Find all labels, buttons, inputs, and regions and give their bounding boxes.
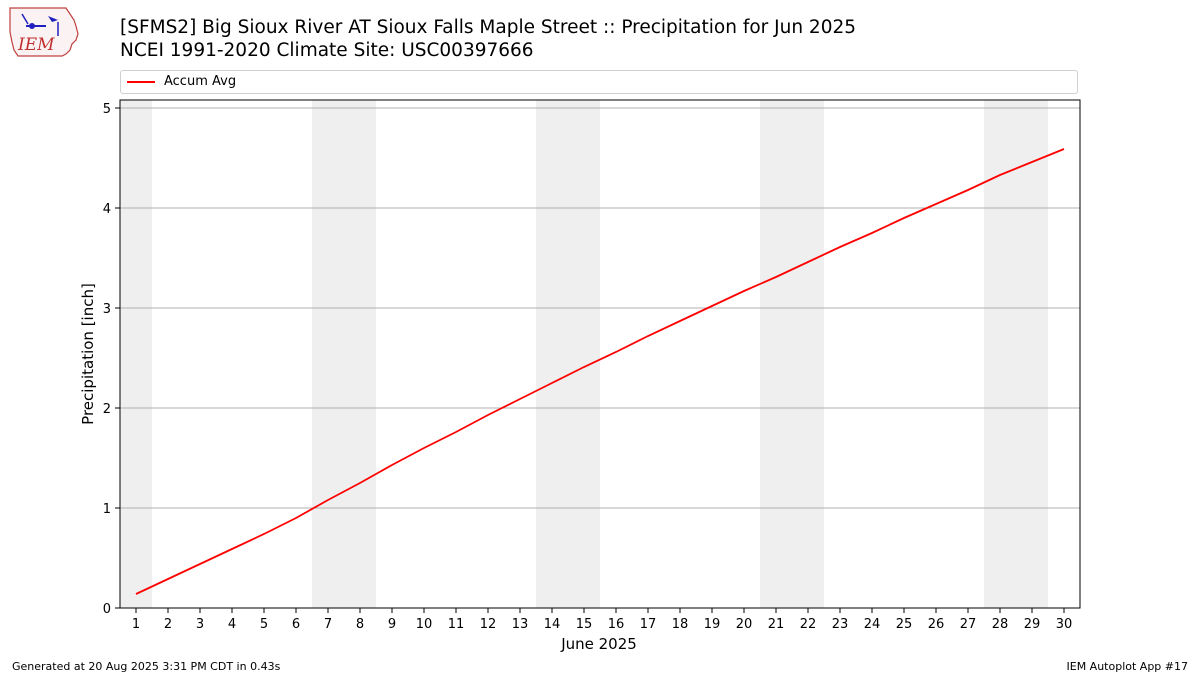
- weekend-band-22: [792, 100, 824, 608]
- x-tick-label-2: 2: [164, 617, 172, 632]
- x-tick-label-5: 5: [260, 617, 268, 632]
- y-tick-label-4: 4: [103, 202, 111, 217]
- weekend-band-29: [1016, 100, 1048, 608]
- x-tick-label-27: 27: [960, 617, 977, 632]
- logo-text: IEM: [17, 35, 55, 55]
- weekend-band-28: [984, 100, 1016, 608]
- x-tick-label-25: 25: [896, 617, 913, 632]
- x-tick-label-10: 10: [416, 617, 433, 632]
- y-axis-label: Precipitation [inch]: [79, 283, 97, 425]
- x-tick-label-1: 1: [132, 617, 140, 632]
- y-tick-label-2: 2: [103, 402, 111, 417]
- weekend-band-1: [120, 100, 152, 608]
- x-tick-label-20: 20: [736, 617, 753, 632]
- plot-frame: [119, 99, 1081, 609]
- x-tick-label-14: 14: [544, 617, 561, 632]
- weekend-band-21: [760, 100, 792, 608]
- x-tick-label-15: 15: [576, 617, 593, 632]
- x-tick-label-4: 4: [228, 617, 236, 632]
- x-tick-label-28: 28: [992, 617, 1009, 632]
- x-tick-label-21: 21: [768, 617, 785, 632]
- weekend-band-15: [568, 100, 600, 608]
- y-tick-label-3: 3: [103, 302, 111, 317]
- chart-subtitle: NCEI 1991-2020 Climate Site: USC00397666: [120, 40, 534, 61]
- x-tick-label-9: 9: [388, 617, 396, 632]
- iem-logo: IEM: [9, 7, 79, 57]
- chart-title: [SFMS2] Big Sioux River AT Sioux Falls M…: [120, 17, 857, 38]
- x-tick-label-6: 6: [292, 617, 300, 632]
- x-tick-label-13: 13: [512, 617, 529, 632]
- x-tick-label-8: 8: [356, 617, 364, 632]
- weekend-band-8: [344, 100, 376, 608]
- y-tick-label-0: 0: [103, 602, 111, 617]
- legend-label-accum-avg: Accum Avg: [164, 74, 237, 89]
- x-tick-label-11: 11: [448, 617, 465, 632]
- x-tick-label-16: 16: [608, 617, 625, 632]
- x-tick-label-18: 18: [672, 617, 689, 632]
- x-tick-label-19: 19: [704, 617, 721, 632]
- x-tick-label-30: 30: [1056, 617, 1073, 632]
- x-tick-label-7: 7: [324, 617, 332, 632]
- weekend-band-14: [536, 100, 568, 608]
- x-tick-label-29: 29: [1024, 617, 1041, 632]
- x-tick-label-12: 12: [480, 617, 497, 632]
- legend: Accum Avg: [120, 70, 1078, 94]
- footer-app: IEM Autoplot App #17: [1066, 660, 1189, 673]
- x-tick-label-26: 26: [928, 617, 945, 632]
- series-line-accum-avg: [135, 148, 1065, 595]
- x-axis-label: June 2025: [560, 635, 637, 653]
- x-tick-label-22: 22: [800, 617, 817, 632]
- legend-swatch-accum-avg: [127, 81, 155, 83]
- x-tick-label-17: 17: [640, 617, 657, 632]
- x-tick-label-23: 23: [832, 617, 849, 632]
- x-tick-label-3: 3: [196, 617, 204, 632]
- y-tick-label-1: 1: [103, 502, 111, 517]
- weekend-band-7: [312, 100, 344, 608]
- x-tick-label-24: 24: [864, 617, 881, 632]
- footer-generated: Generated at 20 Aug 2025 3:31 PM CDT in …: [12, 660, 281, 673]
- y-tick-label-5: 5: [103, 102, 111, 117]
